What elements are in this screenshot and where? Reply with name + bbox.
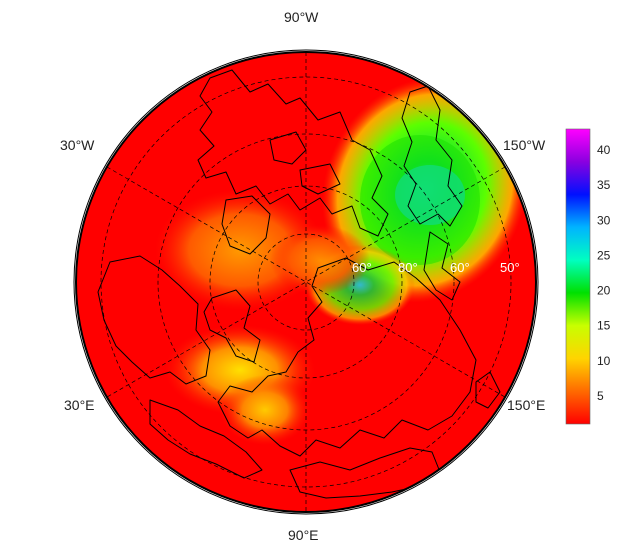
colorbar-ramp: [566, 129, 590, 424]
colorbar-tick-10: 10: [597, 354, 611, 368]
graticule: [100, 52, 512, 512]
colorbar-ticks: 5 10 15 20 25 30 35 40: [597, 143, 611, 403]
lon-label-150w: 150°W: [503, 137, 546, 153]
colorbar-tick-30: 30: [597, 213, 611, 227]
map-border-outer: [73, 49, 539, 515]
coastline-greenland: [221, 195, 271, 255]
colorbar-tick-25: 25: [597, 248, 611, 262]
lat-label-60-east: 60°: [450, 260, 470, 275]
map-disc: [76, 52, 536, 512]
lat-label-50: 50°: [500, 260, 520, 275]
colorbar-tick-35: 35: [597, 178, 611, 192]
coastlines: [97, 69, 501, 499]
colorbar: 5 10 15 20 25 30 35 40: [565, 128, 611, 425]
coastline-mediterranean: [149, 399, 263, 479]
lon-label-150e: 150°E: [507, 397, 545, 413]
lon-label-90w: 90°W: [284, 9, 319, 25]
field-mid-arctic: [270, 225, 370, 295]
colorbar-tick-40: 40: [597, 143, 611, 157]
coastline-scandinavia: [203, 289, 261, 363]
colorbar-frame: [565, 128, 591, 425]
lat-label-80: 80°: [398, 260, 418, 275]
coastline-siberia: [217, 257, 477, 457]
lon-label-30e: 30°E: [64, 397, 95, 413]
coastline-alaska: [401, 85, 463, 227]
field-mid-east-europe: [220, 375, 310, 445]
coastline-bering: [423, 231, 461, 301]
colorbar-tick-20: 20: [597, 284, 611, 298]
field-high-pacific-inner: [360, 135, 480, 265]
lat-label-60-west: 60°: [352, 260, 372, 275]
coastline-north-america: [197, 69, 389, 237]
colorbar-tick-15: 15: [597, 319, 611, 333]
map-border: [75, 51, 537, 513]
colorbar-tick-5: 5: [597, 389, 604, 403]
latitude-circle-50: [100, 76, 512, 488]
coastline-canadian-islands: [269, 131, 341, 195]
lon-label-30w: 30°W: [60, 137, 95, 153]
coastline-japan: [475, 371, 501, 409]
coastline-europe: [97, 255, 211, 385]
lon-label-90e: 90°E: [288, 527, 319, 543]
